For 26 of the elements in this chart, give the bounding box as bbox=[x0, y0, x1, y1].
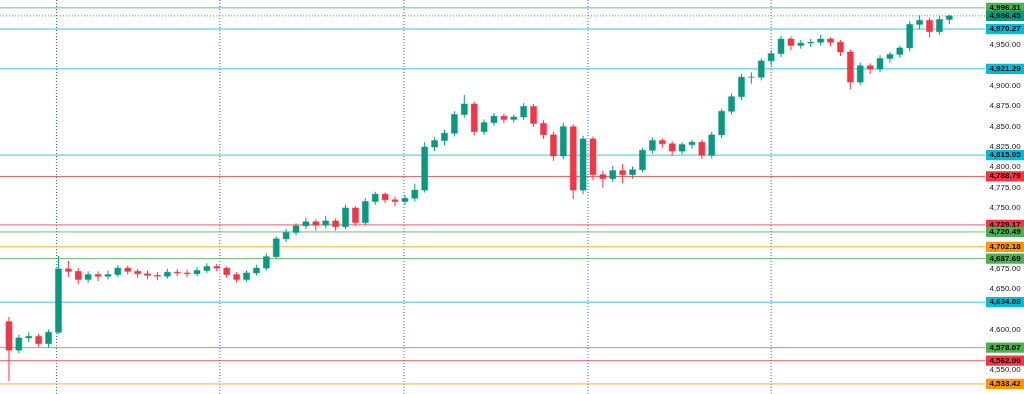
y-tick-label: 4,650.00 bbox=[989, 284, 1022, 294]
ref-line-label: 4,729.17 bbox=[989, 219, 1022, 229]
y-tick-label: 4,900.00 bbox=[989, 81, 1022, 91]
y-tick-label: 4,825.00 bbox=[989, 142, 1022, 152]
ref-line-label: 4,986.45 bbox=[989, 10, 1022, 20]
ref-line-label: 4,788.79 bbox=[989, 171, 1022, 181]
ref-line-label: 4,921.29 bbox=[989, 63, 1022, 73]
ref-line-label: 4,687.69 bbox=[989, 253, 1022, 263]
y-tick-label: 4,675.00 bbox=[989, 263, 1022, 273]
y-tick-label: 4,950.00 bbox=[989, 40, 1022, 50]
ref-line-label: 4,634.08 bbox=[989, 297, 1022, 307]
ref-line-label: 4,578.07 bbox=[989, 342, 1022, 352]
ref-line-label: 4,720.49 bbox=[989, 226, 1022, 236]
ref-line-label: 4,996.31 bbox=[989, 2, 1022, 12]
y-tick-label: 4,850.00 bbox=[989, 121, 1022, 131]
ref-line-label: 4,702.18 bbox=[989, 241, 1022, 251]
y-tick-label: 4,875.00 bbox=[989, 101, 1022, 111]
ref-line-label: 4,970.27 bbox=[989, 24, 1022, 34]
ref-line-label: 4,815.05 bbox=[989, 150, 1022, 160]
y-tick-label: 4,550.00 bbox=[989, 365, 1022, 375]
ref-line-label: 4,562.00 bbox=[989, 355, 1022, 365]
y-tick-label: 4,750.00 bbox=[989, 202, 1022, 212]
y-tick-label: 4,775.00 bbox=[989, 182, 1022, 192]
y-tick-label: 4,600.00 bbox=[989, 324, 1022, 334]
ref-line-label: 4,533.42 bbox=[989, 378, 1022, 388]
y-tick-label: 4,800.00 bbox=[989, 162, 1022, 172]
